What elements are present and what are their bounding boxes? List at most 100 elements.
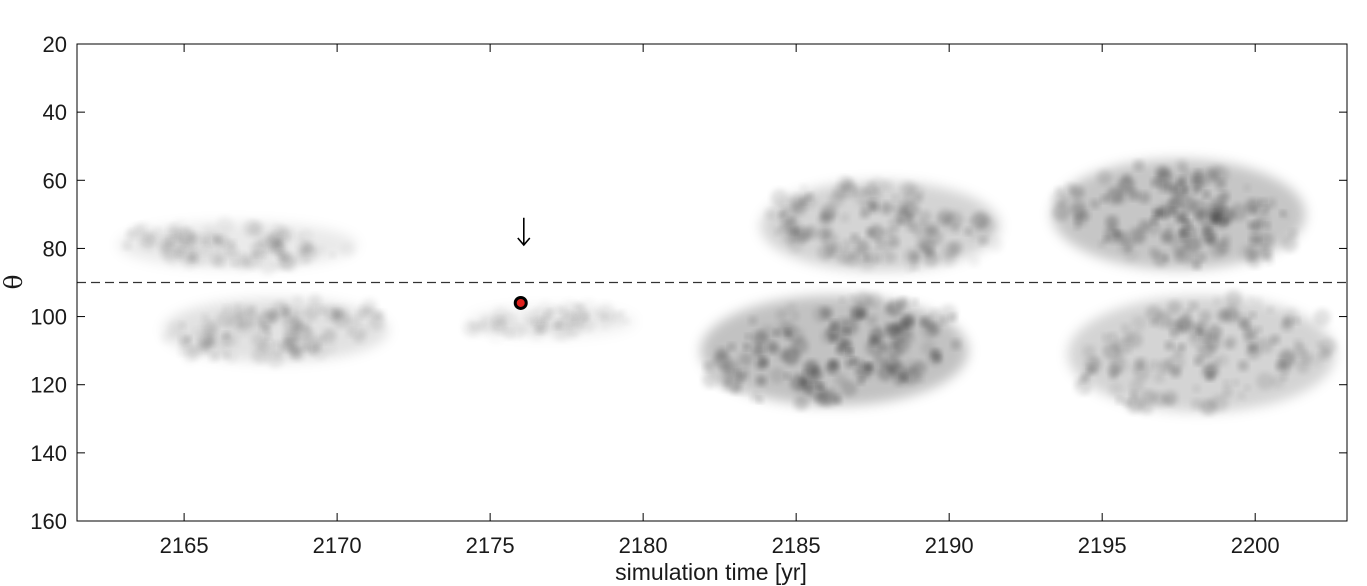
heatmap-speckle	[159, 241, 176, 258]
heatmap-speckle	[788, 194, 805, 211]
heatmap-speckle	[137, 222, 153, 238]
heatmap-speckle	[873, 254, 883, 264]
heatmap-speckle	[1150, 178, 1160, 188]
heatmap-speckle	[1183, 186, 1190, 193]
heatmap-speckle	[911, 298, 919, 306]
heatmap-speckle	[1232, 379, 1240, 386]
heatmap-speckle	[980, 232, 991, 243]
heatmap-speckle	[550, 325, 566, 341]
heatmap-speckle	[801, 194, 817, 209]
heatmap-speckle	[703, 361, 714, 372]
heatmap-speckle	[1224, 336, 1237, 349]
y-axis: 20 40 60 80 100 120 140 160	[30, 32, 1347, 534]
heatmap-speckle	[904, 248, 921, 265]
heatmap-speckle	[839, 296, 846, 303]
heatmap-speckle	[1199, 310, 1212, 324]
heatmap-speckle	[228, 240, 237, 248]
heatmap-speckle	[357, 326, 369, 338]
heatmap-speckle	[799, 375, 815, 392]
heatmap-speckle	[1070, 185, 1085, 200]
heatmap-speckle	[1216, 354, 1229, 367]
heatmap-speckle	[471, 321, 479, 329]
heatmap-patch	[466, 301, 636, 341]
heatmap-speckle	[270, 343, 286, 358]
heatmap-speckle	[791, 337, 809, 355]
heatmap-speckle	[820, 204, 837, 221]
heatmap-speckle	[1289, 228, 1299, 238]
heatmap-speckle	[782, 229, 799, 246]
heatmap-speckle	[152, 227, 163, 238]
heatmap-speckle	[1178, 343, 1186, 350]
heatmap-speckle	[192, 327, 204, 339]
heatmap-speckle	[845, 253, 859, 267]
heatmap-speckle	[715, 347, 729, 361]
heatmap	[118, 158, 1337, 416]
heatmap-speckle	[1193, 356, 1204, 366]
heatmap-speckle	[1161, 230, 1175, 244]
heatmap-speckle	[244, 254, 260, 270]
heatmap-speckle	[1167, 300, 1182, 315]
heatmap-speckle	[269, 223, 286, 240]
heatmap-speckle	[905, 221, 916, 232]
heatmap-speckle	[790, 311, 800, 321]
heatmap-speckle	[854, 291, 873, 309]
y-tick-label: 20	[43, 32, 67, 57]
y-tick-label: 60	[43, 168, 67, 193]
heatmap-speckle	[865, 227, 875, 237]
heatmap-speckle	[1128, 227, 1146, 245]
heatmap-speckle	[329, 252, 336, 259]
heatmap-speckle	[841, 380, 858, 397]
heatmap-speckle	[612, 311, 622, 321]
heatmap-speckle	[1123, 398, 1131, 407]
heatmap-speckle	[317, 335, 326, 344]
heatmap-speckle	[1162, 390, 1178, 406]
heatmap-speckle	[766, 341, 779, 354]
heatmap-speckle	[1200, 399, 1217, 416]
heatmap-speckle	[1108, 382, 1124, 397]
heatmap-speckle	[1222, 386, 1233, 398]
heatmap-speckle	[200, 337, 217, 354]
heatmap-speckle	[930, 308, 940, 318]
heatmap-speckle	[490, 322, 498, 330]
heatmap-speckle	[1237, 391, 1246, 400]
heatmap-speckle	[945, 210, 964, 229]
heatmap-speckle	[739, 352, 753, 367]
heatmap-speckle	[504, 329, 515, 339]
heatmap-speckle	[1264, 204, 1272, 212]
heatmap-speckle	[216, 216, 234, 234]
heatmap-speckle	[925, 228, 944, 246]
heatmap-speckle	[1100, 195, 1109, 203]
heatmap-speckle	[736, 373, 745, 383]
heatmap-speckle	[560, 311, 577, 328]
heatmap-speckle	[1243, 327, 1257, 341]
y-tick-label: 140	[30, 441, 67, 466]
heatmap-speckle	[1207, 324, 1222, 340]
heatmap-speckle	[770, 188, 789, 207]
heatmap-speckle	[883, 250, 897, 264]
heatmap-speckle	[1179, 195, 1197, 213]
heatmap-speckle	[186, 345, 200, 360]
heatmap-speckle	[839, 212, 850, 223]
heatmap-speckle	[774, 227, 783, 236]
heatmap-speckle	[1115, 396, 1124, 405]
heatmap-speckle	[1090, 199, 1100, 209]
x-tick-label: 2170	[313, 533, 362, 558]
heatmap-speckle	[1318, 347, 1331, 361]
heatmap-speckle	[1142, 389, 1156, 404]
heatmap-speckle	[1168, 198, 1182, 212]
arrow-head	[517, 237, 531, 247]
heatmap-speckle	[1202, 190, 1211, 199]
heatmap-speckle	[1164, 341, 1175, 351]
heatmap-speckle	[822, 388, 841, 407]
heatmap-speckle	[1102, 342, 1121, 361]
heatmap-speckle	[178, 336, 190, 348]
heatmap-speckle	[776, 348, 789, 361]
heatmap-speckle	[897, 218, 904, 225]
heatmap-speckle	[843, 178, 856, 190]
heatmap-speckle	[812, 305, 830, 323]
heatmap-speckle	[1257, 337, 1274, 354]
heatmap-speckle	[213, 353, 219, 359]
heatmap-speckle	[1091, 357, 1099, 365]
heatmap-speckle	[1155, 165, 1170, 180]
heatmap-speckle	[861, 187, 869, 196]
